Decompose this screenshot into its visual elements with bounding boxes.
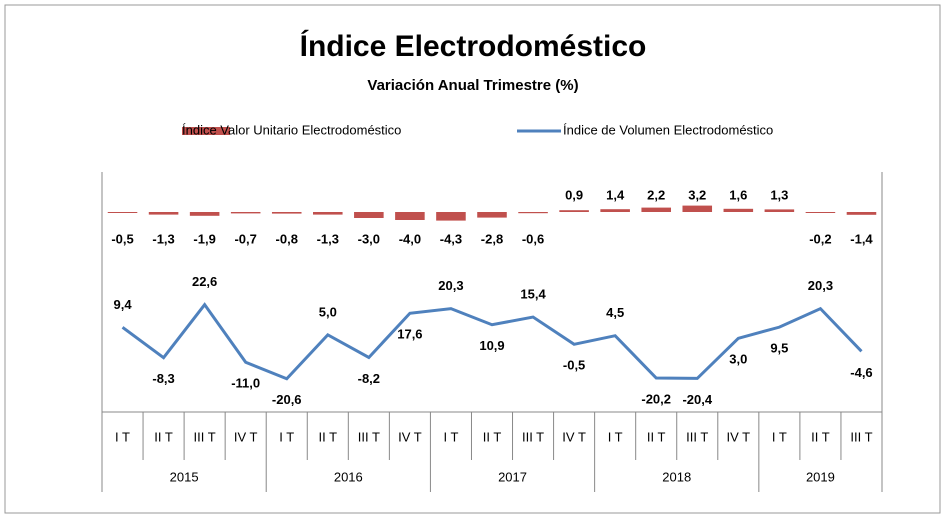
data-label: -0,7: [234, 231, 256, 246]
line: [121, 302, 863, 381]
bar: [641, 207, 671, 212]
bar: [805, 212, 836, 213]
x-tick-label: II T: [319, 429, 338, 444]
data-label: -0,5: [563, 358, 585, 373]
x-tick-label: II T: [647, 429, 666, 444]
data-label: -1,3: [152, 231, 174, 246]
legend-label: Índice Valor Unitario Electrodoméstico: [182, 122, 401, 137]
legend-swatch: [182, 127, 230, 135]
bar: [436, 212, 466, 221]
bar: [395, 212, 425, 220]
data-label: 9,4: [113, 297, 132, 312]
bar: [271, 212, 302, 214]
x-tick-label: III T: [686, 429, 708, 444]
data-label: -20,4: [682, 392, 712, 407]
data-label: 22,6: [192, 274, 217, 289]
data-label: 1,4: [606, 187, 625, 202]
bar: [764, 209, 795, 212]
data-label: -8,2: [358, 371, 380, 386]
bar: [189, 212, 220, 216]
group-label: 2018: [662, 469, 691, 484]
bar: [148, 212, 179, 215]
bar: [354, 212, 384, 218]
bar: [559, 210, 589, 212]
group-label: 2017: [498, 469, 527, 484]
bar: [313, 212, 343, 215]
x-tick-label: III T: [850, 429, 872, 444]
data-label: -20,2: [641, 391, 671, 406]
data-label: 3,2: [688, 187, 706, 202]
group-label: 2019: [806, 469, 835, 484]
bar: [107, 212, 138, 213]
data-label: -4,3: [440, 231, 462, 246]
data-label: 1,3: [770, 187, 788, 202]
x-tick-label: II T: [483, 429, 502, 444]
data-label: -1,9: [193, 231, 215, 246]
x-tick-label: III T: [522, 429, 544, 444]
x-tick-label: II T: [811, 429, 830, 444]
x-tick-label: I T: [608, 429, 623, 444]
data-label: -4,6: [850, 365, 872, 380]
x-tick-label: III T: [358, 429, 380, 444]
data-label: 5,0: [319, 304, 337, 319]
data-label: 9,5: [770, 341, 788, 356]
x-tick-label: IV T: [234, 429, 258, 444]
data-label: -1,3: [317, 231, 339, 246]
x-tick-label: IV T: [727, 429, 751, 444]
x-tick-label: I T: [443, 429, 458, 444]
data-label: 20,3: [808, 278, 833, 293]
frame: [4, 4, 941, 514]
bar: [518, 212, 548, 214]
data-label: 15,4: [520, 286, 546, 301]
data-label: 1,6: [729, 187, 747, 202]
bar: [682, 205, 713, 212]
x-tick-label: I T: [279, 429, 294, 444]
data-label: 4,5: [606, 305, 624, 320]
data-label: -0,8: [276, 231, 298, 246]
data-label: -0,6: [522, 231, 544, 246]
bar: [846, 212, 877, 215]
data-label: 2,2: [647, 187, 665, 202]
group-label: 2016: [334, 469, 363, 484]
x-tick-label: II T: [154, 429, 173, 444]
x-tick-label: IV T: [398, 429, 422, 444]
x-tick-label: III T: [194, 429, 216, 444]
data-label: 3,0: [729, 352, 747, 367]
data-label: 10,9: [479, 338, 504, 353]
data-label: -8,3: [152, 371, 174, 386]
x-tick-label: I T: [772, 429, 787, 444]
legend-label: Índice de Volumen Electrodoméstico: [563, 122, 773, 137]
data-label: -11,0: [231, 376, 260, 391]
data-label: -1,4: [850, 231, 873, 246]
bar: [230, 212, 261, 214]
data-label: -20,6: [272, 392, 302, 407]
chart-subtitle: Variación Anual Trimestre (%): [367, 77, 578, 94]
data-label: -0,2: [809, 231, 831, 246]
data-label: -3,0: [358, 231, 380, 246]
bar: [600, 209, 630, 212]
data-label: 20,3: [438, 278, 463, 293]
bar: [477, 212, 507, 218]
data-label: -2,8: [481, 231, 503, 246]
data-label: -4,0: [399, 231, 421, 246]
bar: [723, 208, 754, 212]
data-label: 0,9: [565, 187, 583, 202]
chart-title: Índice Electrodoméstico: [300, 29, 647, 63]
group-label: 2015: [170, 469, 199, 484]
data-label: 17,6: [397, 327, 422, 342]
x-tick-label: I T: [115, 429, 130, 444]
x-tick-label: IV T: [562, 429, 586, 444]
data-label: -0,5: [111, 231, 133, 246]
